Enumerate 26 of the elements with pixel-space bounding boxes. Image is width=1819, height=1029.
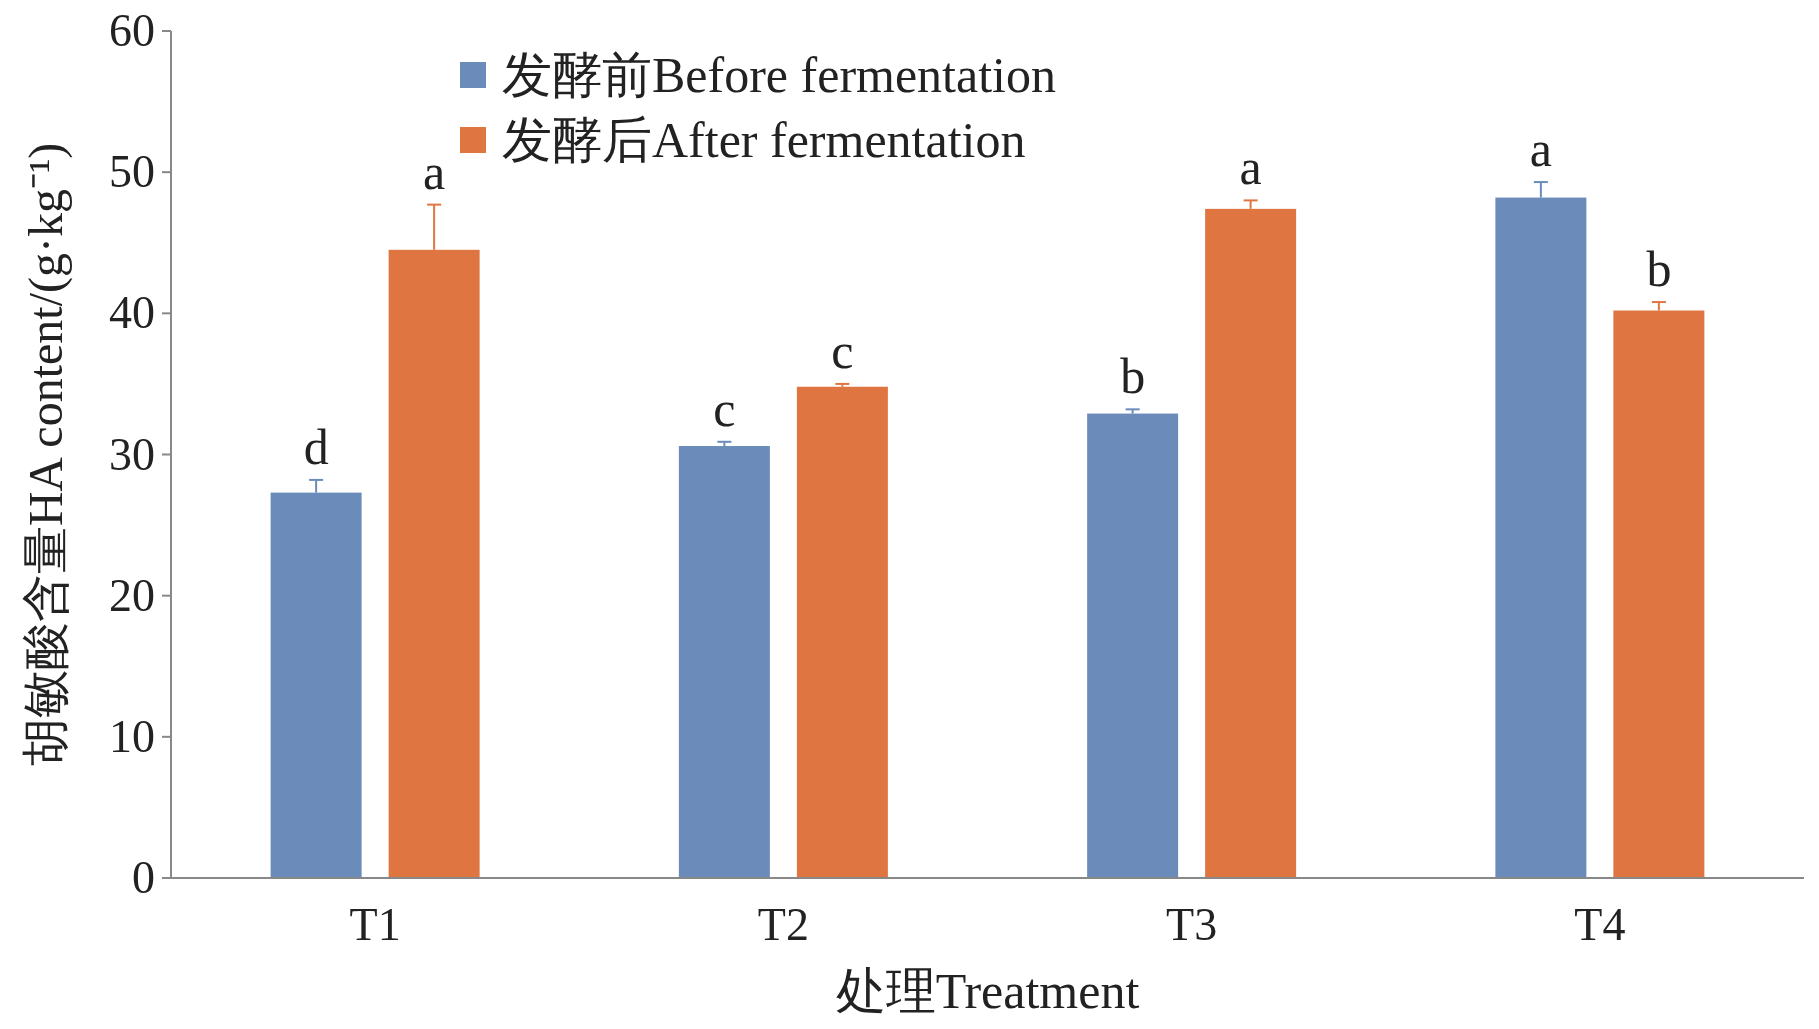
legend-label: 发酵前Before fermentation — [502, 47, 1056, 103]
legend-label: 发酵后After fermentation — [502, 112, 1026, 168]
x-tick-label: T4 — [1574, 899, 1626, 950]
annotation: b — [1646, 241, 1672, 298]
bar — [1087, 413, 1179, 878]
annotation: a — [1529, 121, 1552, 178]
y-tick-label: 40 — [109, 287, 155, 339]
y-axis-title: 胡敏酸含量HA content/(g·kg⁻¹) — [19, 142, 73, 767]
y-tick-label: 20 — [109, 569, 155, 621]
annotation: c — [831, 322, 854, 379]
bar — [678, 446, 770, 878]
annotation: a — [1239, 139, 1262, 196]
bar — [796, 386, 888, 878]
x-tick-label: T2 — [757, 899, 809, 950]
annotation: d — [303, 418, 329, 475]
y-tick-label: 50 — [109, 146, 155, 198]
x-axis-title: 处理Treatment — [835, 963, 1140, 1019]
annotation: b — [1120, 348, 1146, 405]
y-tick-label: 0 — [132, 852, 155, 903]
annotation: c — [713, 380, 736, 437]
annotation: a — [423, 143, 446, 200]
x-tick-label: T3 — [1166, 899, 1218, 950]
y-tick-label: 30 — [109, 428, 155, 480]
y-tick-label: 60 — [109, 5, 155, 56]
y-tick-label: 10 — [109, 710, 155, 762]
x-tick-label: T1 — [349, 899, 401, 950]
